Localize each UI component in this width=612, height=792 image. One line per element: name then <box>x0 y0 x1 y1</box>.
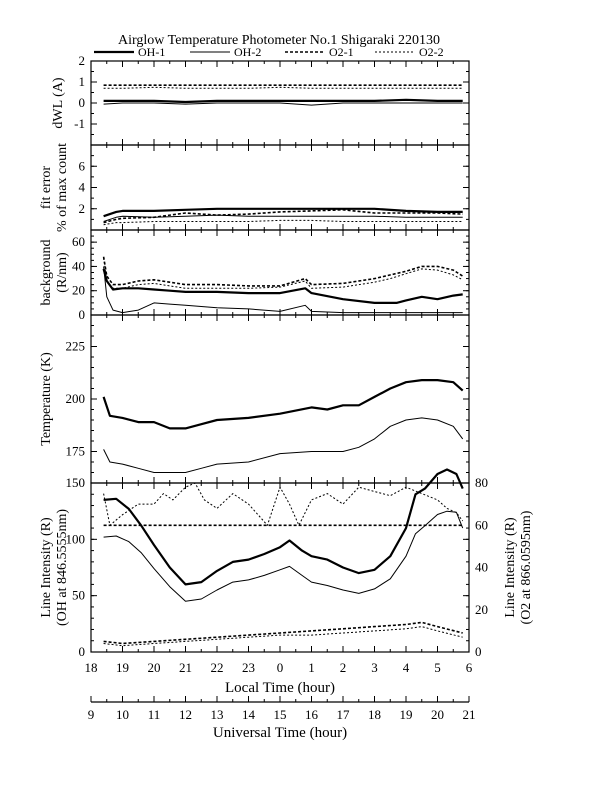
y-tick-label: 50 <box>72 588 85 603</box>
y-axis-label: fit error <box>39 166 54 209</box>
ut-axis-label: Universal Time (hour) <box>213 725 347 741</box>
y-tick-label: 175 <box>66 444 86 459</box>
series-o2-2-fit-error-3 <box>103 219 463 226</box>
ut-tick-label: 19 <box>400 707 413 722</box>
y-tick-label: 40 <box>72 258 85 273</box>
y-tick-label: 60 <box>72 234 85 249</box>
ut-tick-label: 17 <box>337 707 351 722</box>
series-oh-1-fit-error-0 <box>103 207 463 218</box>
y2-axis-label: Line Intensity (R) <box>503 517 518 618</box>
local-time-tick-label: 3 <box>371 660 378 675</box>
y-tick-label: 6 <box>79 158 86 173</box>
legend: OH-1 OH-2 O2-1 O2-2 <box>94 45 444 59</box>
y2-tick-label: 0 <box>475 644 482 659</box>
local-time-tick-label: 23 <box>242 660 255 675</box>
y-axis-label-2: (OH at 846.5555nm) <box>55 509 70 626</box>
ut-tick-label: 21 <box>463 707 476 722</box>
y-tick-label: 4 <box>79 180 86 195</box>
series-oh-1-temperature-0 <box>102 379 464 430</box>
y-axis-label: Line Intensity (R) <box>39 517 54 618</box>
y2-tick-label: 60 <box>475 517 488 532</box>
y2-tick-label: 20 <box>475 602 488 617</box>
series-o2-1-background-2 <box>102 256 464 287</box>
legend-label-oh-1: OH-1 <box>138 45 165 59</box>
local-time-tick-label: 2 <box>340 660 347 675</box>
y2-axis-label-2: (O2 at 866.0595nm) <box>519 510 534 624</box>
series-oh-2-background-1 <box>103 266 463 314</box>
local-time-tick-label: 22 <box>211 660 224 675</box>
series-o2-1-fit-error-2 <box>103 209 463 224</box>
y-tick-label: 1 <box>79 74 86 89</box>
legend-label-o2-1: O2-1 <box>329 45 354 59</box>
series-o2-2-line-intensity-3 <box>103 626 463 647</box>
series-oh-1-dWL-0 <box>103 98 463 104</box>
local-time-tick-label: 4 <box>403 660 410 675</box>
ut-tick-label: 15 <box>274 707 287 722</box>
y2-tick-label: 40 <box>475 560 488 575</box>
legend-label-o2-2: O2-2 <box>419 45 444 59</box>
series-o2-2-dWL-3 <box>103 86 463 89</box>
ut-tick-label: 11 <box>148 707 161 722</box>
y-axis-label: Temperature (K) <box>39 352 54 446</box>
series-oh-2-line-intensity-1 <box>103 510 464 602</box>
y-axis-label-2: % of max count <box>55 143 70 232</box>
y-tick-label: 150 <box>66 475 86 490</box>
y-tick-label: 0 <box>79 307 86 322</box>
panel-dWL: 2 1 0 -1 dWL (A) <box>51 53 470 146</box>
series-oh-1-line-intensity-0 <box>103 468 464 586</box>
local-time-tick-label: 19 <box>116 660 129 675</box>
series-o2-2-line-intensity-5 <box>103 482 464 526</box>
ut-tick-label: 10 <box>116 707 129 722</box>
series-oh-2-dWL-1 <box>103 102 463 106</box>
y-tick-label: 200 <box>66 391 86 406</box>
legend-label-oh-2: OH-2 <box>234 45 261 59</box>
ut-tick-label: 18 <box>368 707 381 722</box>
local-time-tick-label: 21 <box>179 660 192 675</box>
y-tick-label: 2 <box>79 53 86 68</box>
y-tick-label: 2 <box>79 201 86 216</box>
ut-tick-label: 14 <box>242 707 256 722</box>
y-tick-label: 0 <box>79 644 86 659</box>
y-tick-label: 0 <box>79 95 86 110</box>
y-axis-label: dWL (A) <box>51 77 66 129</box>
y2-tick-label: 80 <box>475 475 488 490</box>
y-tick-label: -1 <box>74 116 85 131</box>
panel-temperature: 225 200 175 Temperature (K) <box>39 314 470 484</box>
local-time-axis-label: Local Time (hour) <box>225 680 335 696</box>
series-o2-1-line-intensity-2 <box>103 621 463 645</box>
local-time-tick-label: 6 <box>466 660 473 675</box>
chart-title: Airglow Temperature Photometer No.1 Shig… <box>118 33 440 48</box>
local-time-tick-label: 0 <box>277 660 284 675</box>
ut-tick-label: 13 <box>211 707 224 722</box>
y-axis-label-2: (R/nm) <box>55 252 70 293</box>
y-tick-label: 225 <box>66 339 86 354</box>
panel-fit-error: 6 4 2 fit error% of max count <box>39 143 470 232</box>
ut-tick-label: 12 <box>179 707 192 722</box>
local-time-tick-label: 20 <box>148 660 161 675</box>
series-oh-2-temperature-1 <box>103 417 464 473</box>
series-o2-2-background-3 <box>103 257 463 289</box>
series-oh-1-background-0 <box>102 268 463 304</box>
ut-tick-label: 16 <box>305 707 319 722</box>
panel-frame <box>90 314 470 484</box>
local-time-tick-label: 18 <box>85 660 98 675</box>
ut-tick-label: 20 <box>431 707 444 722</box>
panel-frame <box>90 229 470 316</box>
local-time-tick-label: 5 <box>434 660 441 675</box>
y-tick-label: 100 <box>66 531 86 546</box>
panel-background: 60 40 20 0 background (R/nm) <box>39 229 470 322</box>
local-time-tick-label: 1 <box>308 660 315 675</box>
series-oh-2-fit-error-1 <box>103 214 463 222</box>
y-tick-label: 20 <box>72 283 85 298</box>
y-axis-label: background <box>39 239 54 305</box>
ut-tick-label: 9 <box>88 707 95 722</box>
